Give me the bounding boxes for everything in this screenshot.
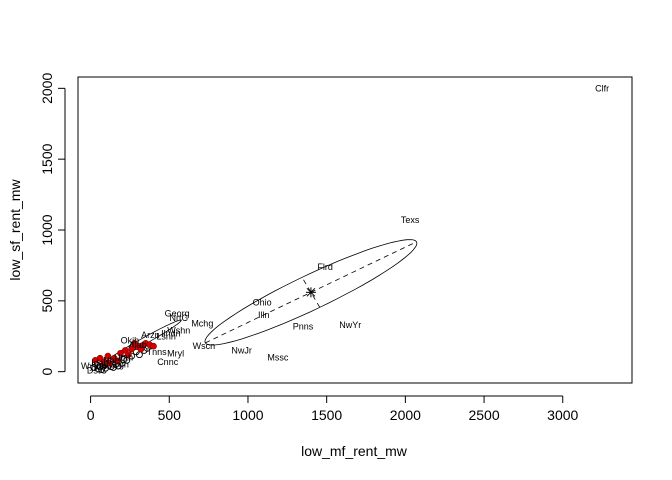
state-label-ilndn: Ilndn bbox=[161, 328, 181, 338]
point-red bbox=[125, 351, 132, 358]
y-axis-title: low_sf_rent_mw bbox=[7, 179, 23, 281]
x-tick-label: 2500 bbox=[468, 407, 499, 423]
state-label-nwyr: NwYr bbox=[339, 320, 361, 330]
state-label-dstc: DstC bbox=[87, 365, 108, 375]
state-label-illn: Illn bbox=[258, 310, 270, 320]
point-red bbox=[114, 357, 121, 365]
state-label-nrtc: NrtC bbox=[169, 313, 188, 323]
state-label-mryl: Mryl bbox=[167, 348, 184, 358]
x-axis-title: low_mf_rent_mw bbox=[301, 443, 408, 459]
state-label-cnnc: Cnnc bbox=[157, 357, 179, 367]
point-red bbox=[150, 342, 157, 350]
state-label-lsnn: Lsnn bbox=[156, 331, 176, 341]
outer-ellipse bbox=[204, 239, 418, 346]
state-label-wshn: Wshn bbox=[167, 326, 190, 336]
x-tick-label: 1500 bbox=[311, 407, 342, 423]
y-tick-label: 1500 bbox=[39, 143, 55, 174]
state-labels: Clfr Texs Flrd Ohio Illn NwYr Pnns NwJr Mssc Wscn… bbox=[81, 83, 609, 375]
state-label-georg: Georg bbox=[165, 309, 190, 319]
point-red bbox=[131, 340, 138, 347]
state-label-arzn: Arzn bbox=[141, 330, 160, 340]
minor-axis bbox=[301, 277, 321, 308]
state-label-ohio: Ohio bbox=[253, 297, 272, 307]
state-label-texs: Texs bbox=[401, 215, 420, 225]
state-label-tnns: Tnns bbox=[147, 347, 168, 357]
ellipses bbox=[103, 239, 418, 365]
state-label-alab: Alab bbox=[129, 340, 147, 350]
state-label-wymn: Wymn bbox=[81, 361, 106, 371]
y-tick-label: 2000 bbox=[39, 73, 55, 104]
point-red bbox=[128, 345, 135, 353]
plot-frame bbox=[77, 76, 633, 384]
x-tick-label: 2000 bbox=[390, 407, 421, 423]
state-label-orgn: Orgn bbox=[109, 360, 129, 370]
axes: 0 500 1000 1500 2000 2500 3000 0 500 1000 1500 2000 bbox=[39, 73, 633, 423]
state-label-flrd: Flrd bbox=[317, 262, 333, 272]
centroid-star bbox=[306, 287, 316, 297]
x-tick-label: 500 bbox=[158, 407, 182, 423]
state-label-wscn: Wscn bbox=[193, 341, 216, 351]
y-tick-label: 0 bbox=[39, 368, 55, 376]
y-tick-label: 500 bbox=[39, 289, 55, 313]
point-red bbox=[106, 359, 113, 367]
point-red bbox=[104, 352, 112, 360]
state-label-mchg: Mchg bbox=[191, 319, 213, 329]
point-black bbox=[120, 356, 128, 364]
x-tick-label: 3000 bbox=[547, 407, 578, 423]
points bbox=[90, 340, 157, 373]
point-red bbox=[137, 345, 145, 353]
state-label-nbrs: Nbrs bbox=[103, 355, 123, 365]
state-label-clfr: Clfr bbox=[595, 83, 609, 93]
state-label-utah: Utah bbox=[114, 353, 133, 363]
point-black bbox=[109, 363, 117, 371]
point-red bbox=[117, 349, 124, 357]
state-label-idah: Idah bbox=[91, 358, 109, 368]
state-label-okih: Okih bbox=[121, 336, 140, 346]
x-tick-label: 1000 bbox=[232, 407, 263, 423]
state-label-pnns: Pnns bbox=[293, 321, 314, 331]
x-tick-label: 0 bbox=[87, 407, 95, 423]
y-tick-label: 1000 bbox=[39, 214, 55, 245]
state-label-nwjr: NwJr bbox=[231, 345, 252, 355]
state-label-mssc: Mssc bbox=[267, 353, 288, 363]
